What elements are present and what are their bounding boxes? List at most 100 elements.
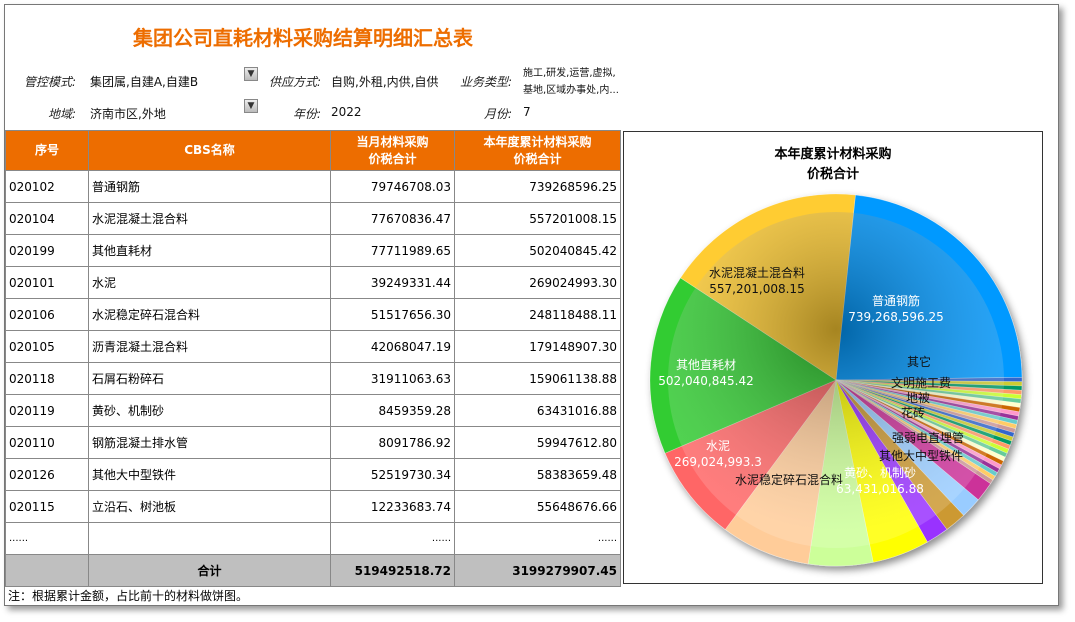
pie-label: 普通钢筋 739,268,596.25 [848, 293, 943, 325]
ellipsis-row: .................. [5, 522, 621, 555]
cell-year: 739268596.25 [454, 170, 621, 203]
pie-label: 强弱电直埋管 [892, 430, 964, 446]
business-value-line1[interactable]: 施工,研发,运营,虚拟, [523, 68, 616, 79]
cell-seq: 020101 [5, 266, 89, 299]
table-row: 020104 水泥混凝土混合料 77670836.47 557201008.15 [5, 202, 621, 235]
business-label: 业务类型: [459, 75, 512, 89]
cell-name: 石屑石粉碎石 [88, 362, 331, 395]
summary-table: 序号 CBS名称 当月材料采购 价税合计 本年度累计材料采购 价税合计 020102… [5, 130, 621, 587]
cell-year: 59947612.80 [454, 426, 621, 459]
pie-label-name: 花砖 [900, 406, 926, 420]
cell-seq: 020118 [5, 362, 89, 395]
pie-label-name: 其他直耗材 [675, 358, 736, 372]
total-cell: 519492518.72 [330, 554, 455, 587]
cell-name: 水泥 [88, 266, 331, 299]
pie-label: 其他大中型铁件 [879, 448, 963, 464]
region-dropdown-icon[interactable]: ▼ [244, 99, 258, 113]
total-cell [5, 554, 89, 587]
total-cell: 3199279907.45 [454, 554, 621, 587]
region-value[interactable]: 济南市区,外地 [90, 107, 166, 121]
region-label: 地域: [47, 107, 76, 121]
table-row: 020101 水泥 39249331.44 269024993.30 [5, 266, 621, 299]
pie-label-name: 强弱电直埋管 [891, 431, 965, 445]
cell-name: 普通钢筋 [88, 170, 331, 203]
table-row: 020105 沥青混凝土混合料 42068047.19 179148907.30 [5, 330, 621, 363]
table-row: 020199 其他直耗材 77711989.65 502040845.42 [5, 234, 621, 267]
report-title: 集团公司直耗材料采购结算明细汇总表 [133, 26, 473, 50]
supply-value[interactable]: 自购,外租,内供,自供 [331, 75, 439, 89]
cell-year: 63431016.88 [454, 394, 621, 427]
cell-name: 立沿石、树池板 [88, 490, 331, 523]
cell-seq: 020115 [5, 490, 89, 523]
cell-seq: 020104 [5, 202, 89, 235]
pie-label-name: 黄砂、机制砂 [843, 466, 917, 480]
year-label: 年份: [292, 107, 321, 121]
pie-label-name: 水泥混凝土混合料 [708, 266, 806, 280]
pie-label: 水泥混凝土混合料 557,201,008.15 [709, 265, 805, 297]
supply-label: 供应方式: [268, 75, 321, 89]
cell-year: 179148907.30 [454, 330, 621, 363]
pie-slice[interactable] [835, 194, 1023, 381]
cell-name: 水泥混凝土混合料 [88, 202, 331, 235]
pie-label-name: 水泥 [705, 439, 731, 453]
cell-year: 269024993.30 [454, 266, 621, 299]
cell-seq: 020105 [5, 330, 89, 363]
pie-label-name: 普通钢筋 [871, 294, 920, 308]
cell-seq: 020102 [5, 170, 89, 203]
cell-seq: 020126 [5, 458, 89, 491]
table-row: 020126 其他大中型铁件 52519730.34 58383659.48 [5, 458, 621, 491]
col-header-name: CBS名称 [88, 130, 331, 171]
cell-ellipsis [88, 522, 331, 555]
pie-label-name: 文明施工费 [890, 376, 952, 390]
pie-label-name: 其它 [906, 355, 932, 369]
col-header-year: 本年度累计材料采购 价税合计 [454, 130, 621, 171]
cell-month: 52519730.34 [330, 458, 455, 491]
cell-year: 557201008.15 [454, 202, 621, 235]
control-mode-value[interactable]: 集团属,自建A,自建B [90, 75, 199, 89]
pie-label-name: 水泥稳定碎石混合料 [734, 473, 844, 487]
col-header-seq: 序号 [5, 130, 89, 171]
month-label: 月份: [483, 107, 512, 121]
total-cell: 合计 [88, 554, 331, 587]
table-row: 020115 立沿石、树池板 12233683.74 55648676.66 [5, 490, 621, 523]
business-value-line2[interactable]: 基地,区域办事处,内... [523, 85, 619, 96]
total-row: 合计 519492518.72 3199279907.45 [5, 554, 621, 587]
cell-seq: 020106 [5, 298, 89, 331]
cell-month: 8091786.92 [330, 426, 455, 459]
chart-title: 本年度累计材料采购 价税合计 [774, 147, 892, 182]
cell-month: 77711989.65 [330, 234, 455, 267]
pie-label-value: 502,040,845.42 [658, 374, 754, 388]
cell-year: 159061138.88 [454, 362, 621, 395]
cell-year: 58383659.48 [454, 458, 621, 491]
cell-month: 42068047.19 [330, 330, 455, 363]
col-header-month: 当月材料采购 价税合计 [330, 130, 455, 171]
control-mode-dropdown-icon[interactable]: ▼ [244, 67, 258, 81]
month-value[interactable]: 7 [523, 105, 531, 119]
control-mode-label: 管控模式: [23, 75, 76, 89]
cell-month: 79746708.03 [330, 170, 455, 203]
cell-year: 248118488.11 [454, 298, 621, 331]
pie-label-name: 其他大中型铁件 [878, 449, 964, 463]
cell-year: 55648676.66 [454, 490, 621, 523]
cell-seq: 020199 [5, 234, 89, 267]
cell-seq: 020110 [5, 426, 89, 459]
cell-name: 沥青混凝土混合料 [88, 330, 331, 363]
table-row: 020119 黄砂、机制砂 8459359.28 63431016.88 [5, 394, 621, 427]
pie-label: 花砖 [901, 405, 925, 421]
cell-ellipsis: ...... [454, 522, 621, 555]
pie-label: 文明施工费 [891, 375, 951, 391]
pie-label-value: 269,024,993.3 [674, 455, 762, 469]
cell-name: 其他直耗材 [88, 234, 331, 267]
cell-month: 51517656.30 [330, 298, 455, 331]
cell-seq: 020119 [5, 394, 89, 427]
pie-label-value: 557,201,008.15 [709, 282, 805, 296]
pie-chart: 本年度累计材料采购 价税合计 普通钢筋 739,268,596.25 水泥混凝土混合料… [623, 131, 1043, 584]
cell-month: 12233683.74 [330, 490, 455, 523]
table-row: 020118 石屑石粉碎石 31911063.63 159061138.88 [5, 362, 621, 395]
pie-label-name: 地被 [905, 391, 931, 405]
cell-month: 77670836.47 [330, 202, 455, 235]
cell-month: 8459359.28 [330, 394, 455, 427]
year-value[interactable]: 2022 [331, 105, 362, 119]
cell-month: 39249331.44 [330, 266, 455, 299]
pie-label: 其它 [907, 354, 931, 370]
